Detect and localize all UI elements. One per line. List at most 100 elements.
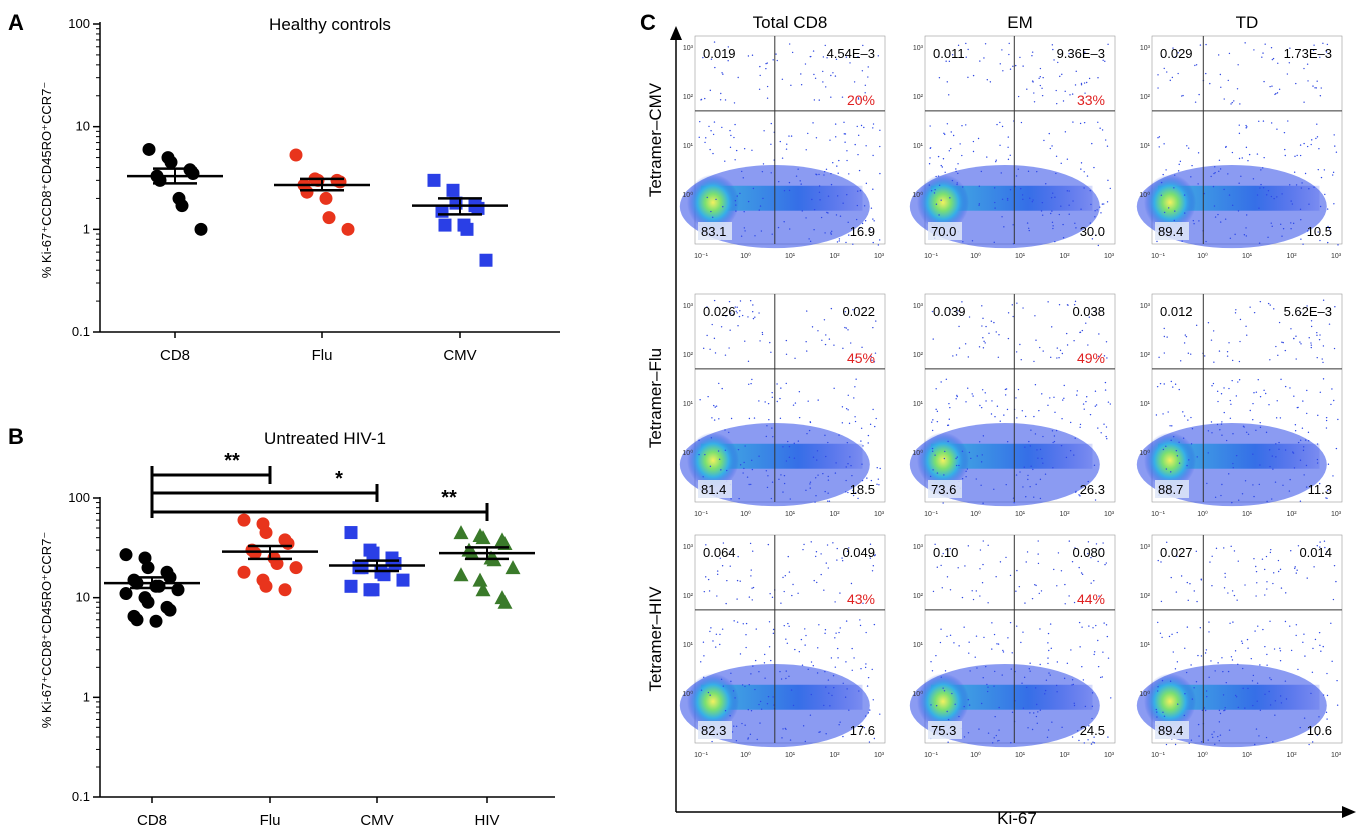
flow-event [987,686,989,688]
flow-event [748,417,751,420]
flow-event [1316,458,1319,461]
flow-event [1269,304,1271,306]
flow-event [963,705,965,708]
flow-event [710,210,712,213]
flow-event [1311,671,1314,673]
flow-event [827,195,830,197]
flow-event [982,502,984,504]
flow-ytick-label: 10⁰ [1139,449,1150,457]
flow-event [1314,638,1317,641]
flow-event [872,123,875,125]
flow-event [785,670,787,672]
flow-event [879,713,881,715]
flow-event [1166,336,1168,338]
flow-event [702,56,704,59]
flow-event [706,196,708,199]
flow-quadrant-ll-box [928,222,962,240]
flow-event [943,132,945,135]
flow-event [931,447,934,450]
flow-density-peak [1144,432,1196,489]
flow-event [1311,741,1314,743]
flow-event [942,552,944,555]
flow-event [1264,594,1266,596]
flow-xtick-label: 10¹ [785,752,796,759]
flow-event [742,177,744,179]
flow-event [1274,93,1276,96]
flow-event [1109,187,1111,190]
flow-event [795,175,798,177]
flow-percent-label: 43% [847,591,875,607]
flow-event [732,690,735,692]
flow-event [982,347,985,349]
flow-event [708,125,710,128]
flow-event [986,156,988,158]
flow-event [792,404,795,406]
flow-event [822,472,824,475]
b-point [472,572,488,587]
flow-event [719,643,721,646]
flow-event [1284,680,1287,682]
flow-event [864,666,867,669]
flow-event [1170,439,1172,442]
flow-event [1331,388,1333,390]
flow-event [1216,423,1219,426]
flow-event [1265,431,1268,434]
flow-event [847,409,849,411]
flow-event [1039,497,1042,500]
flow-event [819,731,821,733]
flow-event [709,348,711,350]
flow-event [1178,388,1180,391]
flow-event [1005,483,1007,486]
flow-event [1284,154,1286,157]
flow-event [994,415,996,418]
flow-event [818,173,820,176]
flow-event [1015,590,1017,592]
flow-event [1049,623,1052,625]
flow-event [815,137,818,139]
flow-event [1051,721,1053,723]
flow-event [836,559,838,561]
b-point [396,573,410,587]
flow-event [816,581,818,584]
flow-event [961,450,964,453]
flow-event [809,714,812,716]
flow-event [1157,686,1159,688]
flow-event [871,570,874,572]
flow-event [958,325,960,328]
flow-event [783,474,786,477]
flow-percent-label: 49% [1077,350,1105,366]
flow-event [1255,565,1257,568]
flow-event [1197,723,1200,726]
flow-event [1325,419,1328,422]
flow-event [769,341,771,344]
flow-event [1328,323,1331,325]
flow-event [748,596,751,598]
flow-xtick-label: 10⁰ [1197,510,1208,518]
flow-event [1160,561,1162,563]
flow-event [1040,210,1043,212]
flow-event [986,683,988,686]
flow-event [1074,491,1077,493]
flow-event [1193,223,1195,225]
flow-event [857,97,860,99]
flow-event [716,306,719,308]
flow-event [806,310,808,312]
flow-event [1186,464,1188,467]
flow-event [1026,88,1028,90]
flow-event [1051,326,1053,328]
chart-b-title: Untreated HIV-1 [264,429,386,448]
flow-event [984,43,987,45]
flow-event [758,312,760,314]
flow-event [1097,427,1099,429]
flow-event [862,98,865,100]
flow-event [1039,75,1041,78]
flow-event [1001,198,1004,200]
flow-event [844,141,846,143]
flow-event [1233,550,1236,552]
flow-event [1028,668,1031,670]
flow-event [841,406,844,408]
flow-event [1270,222,1272,224]
flow-event [788,189,791,192]
flow-event [776,383,778,385]
